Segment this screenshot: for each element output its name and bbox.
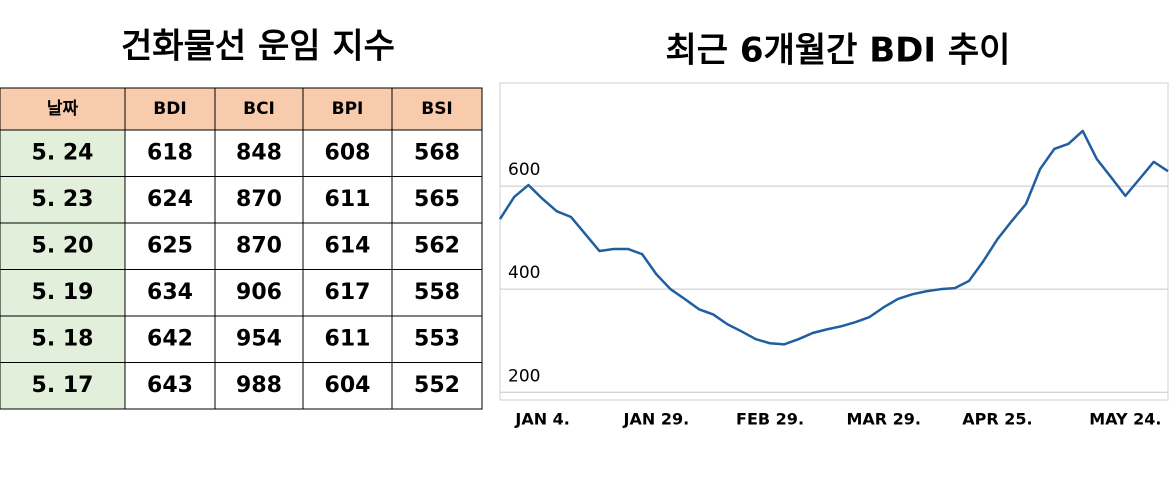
x-tick-label: MAY 24. [1089,410,1161,429]
cell [124,362,216,410]
cell-text: 625 [147,233,193,258]
cell-text: 614 [325,233,371,258]
cell [124,269,216,317]
cell [214,362,304,410]
cell-text: 552 [414,373,460,398]
cell [391,269,483,317]
header-cell [302,87,393,131]
plot-frame [499,82,1169,401]
cell-text: 954 [236,326,282,351]
cell [391,362,483,410]
cell-text: 5. 24 [32,140,94,165]
cell-text: 870 [236,233,282,258]
cell-text: 617 [325,280,371,305]
x-tick-label: MAR 29. [846,410,921,429]
cell-text: 5. 20 [32,233,94,258]
cell-text: 624 [147,187,193,212]
cell [391,315,483,363]
cell-text: 618 [147,140,193,165]
cell-text: 553 [414,326,460,351]
cell [0,315,126,363]
cell [302,129,393,177]
cell-text: 643 [147,373,193,398]
cell [124,176,216,224]
y-tick-label: 600 [508,160,540,180]
cell-text: 634 [147,280,193,305]
cell-text: 642 [147,326,193,351]
y-tick-label: 400 [508,263,540,283]
cell [124,222,216,270]
cell-text: 5. 19 [32,280,94,305]
cell [302,222,393,270]
header-cell [0,87,126,131]
cell-text: 848 [236,140,282,165]
cell [214,269,304,317]
cell-text: 604 [325,373,371,398]
cell [391,176,483,224]
x-tick-label: JAN 29. [623,410,690,429]
header-text: BPI [332,99,364,119]
cell [302,362,393,410]
cell-text: 5. 23 [32,187,94,212]
cell [214,129,304,177]
cell-text: 906 [236,280,282,305]
cell [124,315,216,363]
header-text: BDI [153,99,186,119]
cell-text: 988 [236,373,282,398]
chart-title: 최근 6개월간 BDI 추이 [666,31,1011,71]
header-text: BCI [243,99,275,119]
cell-text: 611 [325,187,371,212]
cell-text: 5. 17 [32,373,94,398]
cell [391,129,483,177]
cell [391,222,483,270]
header-cell [124,87,216,131]
cell-text: 611 [325,326,371,351]
cell [214,222,304,270]
table-title: 건화물선 운임 지수 [121,27,395,67]
header-text: BSI [421,99,453,119]
cell-text: 608 [325,140,371,165]
x-tick-label: JAN 4. [514,410,570,429]
cell [0,222,126,270]
line [498,129,1169,346]
x-tick-label: FEB 29. [736,410,804,429]
cell-text: 568 [414,140,460,165]
x-tick-label: APR 25. [962,410,1032,429]
cell-text: 5. 18 [32,326,94,351]
cell [214,176,304,224]
header-text: 날짜 [47,99,79,119]
cell [302,176,393,224]
cell-text: 558 [414,280,460,305]
cell-text: 870 [236,187,282,212]
cell-text: 565 [414,187,460,212]
cell-text: 562 [414,233,460,258]
cell [0,269,126,317]
cell [0,362,126,410]
header-cell [391,87,483,131]
y-tick-label: 200 [508,366,540,386]
